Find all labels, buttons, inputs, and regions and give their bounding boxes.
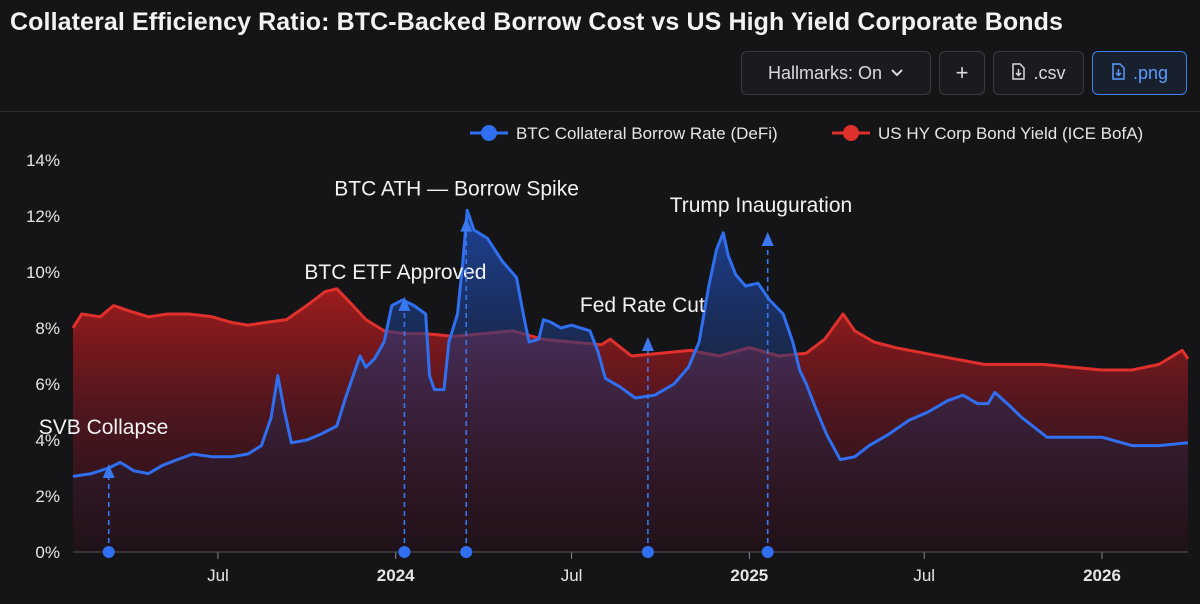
annotation-dot: [460, 546, 473, 558]
annotation-label: SVB Collapse: [39, 416, 169, 439]
download-icon: [1111, 62, 1125, 84]
annotation-arrow: [460, 217, 473, 232]
annotation-dot: [761, 546, 774, 558]
annotation-label: BTC ETF Approved: [304, 261, 486, 284]
y-tick-label: 4%: [35, 431, 60, 450]
legend-label: US HY Corp Bond Yield (ICE BofA): [878, 124, 1143, 143]
y-tick-label: 10%: [26, 263, 60, 282]
annotation-label: Trump Inauguration: [670, 194, 853, 217]
annotation-arrow: [102, 464, 115, 478]
y-tick-label: 12%: [26, 207, 60, 226]
chart-toolbar: Hallmarks: On + .csv .png: [741, 51, 1187, 95]
annotation-arrow: [761, 232, 774, 246]
x-tick-label: 2024: [377, 566, 415, 585]
chevron-down-icon: [890, 65, 904, 82]
x-tick-label: 2026: [1083, 566, 1121, 585]
header-divider: [0, 111, 1200, 112]
hallmarks-toggle-button[interactable]: Hallmarks: On: [741, 51, 931, 95]
chart: 0% 2% 4% 6% 8% 10% 12% 14% Jul 2024 Jul 2025 Jul 2026…: [26, 124, 1190, 585]
series-area-btc: [73, 210, 1188, 552]
png-label: .png: [1132, 62, 1169, 83]
legend-label: BTC Collateral Borrow Rate (DeFi): [516, 124, 778, 143]
x-tick-label: Jul: [207, 566, 229, 585]
y-tick-label: 2%: [35, 487, 60, 506]
download-csv-button[interactable]: .csv: [993, 51, 1084, 95]
annotation-label: BTC ATH — Borrow Spike: [334, 178, 579, 201]
add-label: +: [955, 60, 969, 85]
y-tick-label: 6%: [35, 375, 60, 394]
series-line-btc: [72, 208, 1189, 478]
legend-dot: [481, 125, 497, 141]
x-tick-label: 2025: [730, 566, 768, 585]
add-button[interactable]: +: [939, 51, 985, 95]
annotation-label: Fed Rate Cut: [580, 294, 705, 317]
legend-dot: [843, 125, 859, 141]
annotation-arrow: [641, 337, 654, 351]
annotation-dot: [398, 546, 411, 558]
csv-label: .csv: [1033, 62, 1066, 83]
annotation-dot: [641, 546, 654, 558]
y-tick-label: 14%: [26, 151, 60, 170]
y-tick-label: 8%: [35, 319, 60, 338]
download-icon: [1011, 62, 1026, 84]
annotation-dot: [102, 546, 115, 558]
hallmarks-label: Hallmarks: On: [767, 62, 883, 83]
y-tick-label: 0%: [35, 543, 60, 562]
download-png-button[interactable]: .png: [1092, 51, 1187, 95]
annotation-arrow: [398, 296, 411, 311]
x-tick-label: Jul: [561, 566, 583, 585]
page-title: Collateral Efficiency Ratio: BTC-Backed …: [10, 8, 1064, 36]
x-tick-label: Jul: [913, 566, 935, 585]
